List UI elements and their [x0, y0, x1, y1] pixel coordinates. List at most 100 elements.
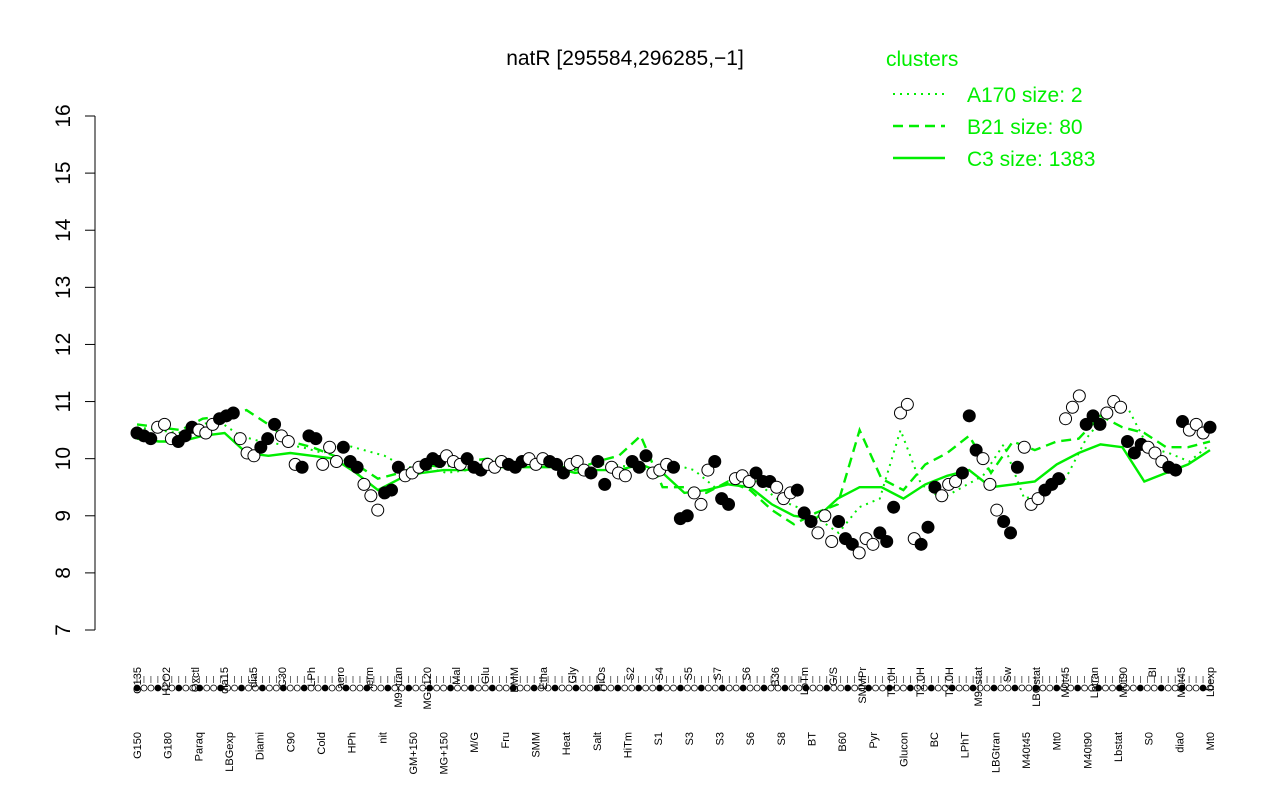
- x-tick-label: LBGexp: [224, 732, 236, 772]
- x-marker: [872, 684, 879, 692]
- data-point: [983, 477, 997, 491]
- x-marker: [781, 684, 789, 692]
- x-tick-label: G135: [132, 667, 144, 694]
- x-marker: [976, 684, 984, 692]
- x-marker: [607, 684, 615, 692]
- x-tick-label: Pyr: [868, 732, 880, 749]
- x-marker: [300, 684, 308, 692]
- y-tick-label: 12: [52, 333, 75, 356]
- data-point: [797, 506, 811, 520]
- data-point: [178, 429, 192, 443]
- x-tick-label: Gly: [567, 667, 579, 684]
- data-point: [976, 452, 990, 466]
- x-marker: [433, 684, 441, 692]
- x-marker: [1053, 684, 1061, 692]
- x-marker: [488, 684, 496, 692]
- x-marker: [718, 684, 726, 692]
- data-point: [928, 480, 942, 494]
- x-marker: [495, 684, 503, 692]
- y-tick-label: 13: [52, 276, 75, 299]
- x-marker: [704, 684, 712, 692]
- y-tick-label: 16: [52, 104, 75, 127]
- data-point: [1189, 417, 1203, 431]
- x-tick-label: dia15: [219, 667, 231, 694]
- x-tick-label: LPh: [306, 667, 318, 687]
- x-tick-label: Lbtran: [1089, 667, 1101, 698]
- x-marker: [384, 684, 392, 692]
- data-point: [1052, 472, 1066, 486]
- data-point: [708, 455, 722, 469]
- x-marker: [140, 684, 148, 692]
- data-point: [1004, 526, 1018, 540]
- x-marker: [906, 684, 914, 692]
- data-point: [990, 503, 1004, 517]
- data-point: [887, 500, 901, 514]
- data-point: [880, 534, 894, 548]
- x-marker: [586, 684, 594, 692]
- x-tick-label: M40t45: [1021, 732, 1033, 769]
- x-marker: [1157, 684, 1165, 692]
- x-tick-label: Mt0: [1205, 732, 1217, 750]
- data-point: [268, 417, 282, 431]
- x-marker: [447, 684, 454, 692]
- y-tick-label: 14: [52, 218, 75, 242]
- x-marker: [203, 684, 211, 692]
- x-marker: [802, 684, 810, 692]
- data-point: [687, 486, 701, 500]
- x-marker: [217, 684, 225, 692]
- x-marker: [767, 684, 775, 692]
- x-marker: [370, 684, 378, 692]
- x-marker: [816, 684, 824, 692]
- x-marker: [468, 684, 475, 692]
- y-tick-label: 15: [52, 161, 75, 184]
- y-axis: 7 8 9 10 11 12 13 14 15 16: [52, 104, 96, 636]
- x-marker: [1150, 684, 1158, 692]
- x-tick-label: LPhT: [960, 732, 972, 759]
- x-tick-label: T4.0H: [944, 667, 956, 697]
- data-point: [832, 514, 846, 528]
- x-marker: [656, 684, 663, 692]
- legend-entry: A170 size: 2: [967, 84, 1083, 107]
- data-point: [144, 432, 158, 446]
- x-marker: [1178, 684, 1186, 692]
- data-point: [1100, 406, 1114, 420]
- x-marker: [1171, 684, 1179, 692]
- data-point: [818, 509, 832, 523]
- data-point: [955, 466, 969, 480]
- data-point: [309, 432, 323, 446]
- x-marker: [1102, 684, 1109, 692]
- x-marker: [245, 684, 252, 692]
- data-point: [1114, 400, 1128, 414]
- x-marker: [621, 684, 629, 692]
- data-point: [1010, 460, 1024, 474]
- x-marker: [1067, 684, 1075, 692]
- x-tick-label: G150: [132, 732, 144, 759]
- x-marker: [175, 684, 183, 692]
- x-marker: [565, 684, 573, 692]
- x-tick-label: M/G: [469, 732, 481, 753]
- x-tick-label: Fru: [500, 732, 512, 749]
- data-point: [1072, 389, 1086, 403]
- x-marker: [893, 684, 900, 692]
- data-point: [295, 460, 309, 474]
- x-marker: [934, 684, 942, 692]
- x-marker: [454, 684, 461, 692]
- x-tick-label: G/S: [828, 667, 840, 686]
- x-tick-label: M0t90: [1118, 667, 1130, 698]
- x-marker: [830, 684, 838, 692]
- x-marker: [342, 684, 350, 692]
- x-tick-label: LBGtran: [990, 732, 1002, 773]
- data-point: [556, 466, 570, 480]
- x-tick-label: S4: [654, 667, 666, 680]
- x-marker: [670, 684, 677, 692]
- x-marker: [837, 684, 845, 692]
- x-tick-label: GM+150: [408, 732, 420, 775]
- x-tick-label: Salt: [592, 732, 604, 751]
- x-marker: [210, 684, 218, 692]
- x-marker: [412, 684, 420, 692]
- x-marker: [920, 684, 928, 692]
- chart-title: natR [295584,296285,−1]: [506, 47, 744, 70]
- x-marker: [189, 684, 197, 692]
- x-marker: [774, 684, 782, 692]
- x-marker: [572, 684, 580, 692]
